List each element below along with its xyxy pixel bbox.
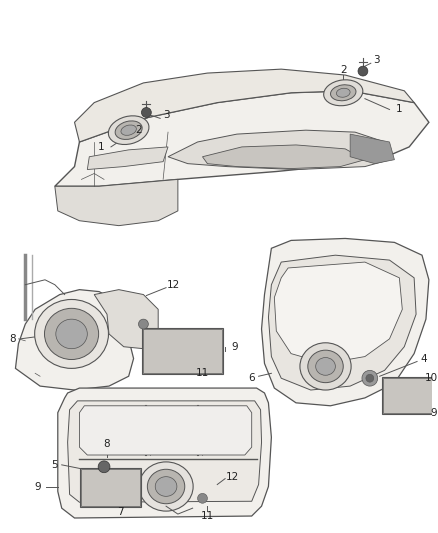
- Polygon shape: [168, 130, 389, 169]
- Circle shape: [358, 66, 368, 76]
- Polygon shape: [143, 329, 222, 373]
- Polygon shape: [202, 145, 365, 168]
- FancyBboxPatch shape: [81, 468, 141, 507]
- Polygon shape: [67, 401, 261, 502]
- Text: 12: 12: [166, 280, 180, 290]
- Text: 9: 9: [431, 408, 437, 418]
- Text: 10: 10: [425, 373, 438, 383]
- Ellipse shape: [139, 462, 193, 511]
- Circle shape: [141, 108, 151, 117]
- FancyBboxPatch shape: [381, 377, 438, 414]
- Text: 3: 3: [163, 110, 170, 120]
- Text: 7: 7: [117, 507, 124, 517]
- Text: 8: 8: [9, 334, 16, 344]
- Text: 9: 9: [232, 342, 238, 352]
- Ellipse shape: [331, 85, 356, 101]
- Ellipse shape: [155, 477, 177, 496]
- Circle shape: [98, 461, 110, 473]
- Text: 5: 5: [52, 460, 58, 470]
- Text: 2: 2: [135, 125, 142, 135]
- Polygon shape: [350, 134, 395, 164]
- Ellipse shape: [324, 80, 363, 106]
- Text: 2: 2: [340, 65, 346, 75]
- Text: 8: 8: [104, 439, 110, 449]
- Ellipse shape: [45, 308, 99, 360]
- Circle shape: [362, 370, 378, 386]
- Ellipse shape: [121, 125, 136, 135]
- Ellipse shape: [115, 121, 142, 140]
- Ellipse shape: [147, 469, 185, 504]
- Circle shape: [138, 319, 148, 329]
- Ellipse shape: [56, 319, 87, 349]
- FancyBboxPatch shape: [142, 328, 223, 374]
- Text: 4: 4: [420, 353, 427, 364]
- Circle shape: [198, 494, 208, 503]
- Ellipse shape: [108, 116, 149, 144]
- Text: 11: 11: [196, 368, 209, 378]
- Ellipse shape: [316, 358, 336, 375]
- Polygon shape: [58, 388, 272, 518]
- Polygon shape: [79, 406, 252, 455]
- Polygon shape: [55, 91, 429, 186]
- Ellipse shape: [300, 343, 351, 390]
- Circle shape: [366, 374, 374, 382]
- Polygon shape: [383, 378, 437, 413]
- Polygon shape: [81, 469, 141, 506]
- Polygon shape: [274, 262, 403, 364]
- Polygon shape: [94, 289, 158, 349]
- Text: 12: 12: [226, 472, 239, 482]
- Text: 1: 1: [98, 142, 104, 152]
- Polygon shape: [74, 69, 414, 142]
- Polygon shape: [268, 255, 416, 390]
- Text: 6: 6: [248, 373, 255, 383]
- Ellipse shape: [336, 88, 350, 97]
- Ellipse shape: [308, 350, 343, 383]
- Text: 9: 9: [35, 481, 42, 491]
- Ellipse shape: [35, 300, 109, 368]
- Polygon shape: [87, 147, 168, 169]
- Text: 3: 3: [374, 55, 380, 65]
- Polygon shape: [15, 289, 134, 390]
- Polygon shape: [261, 238, 429, 406]
- Text: 11: 11: [201, 511, 214, 521]
- Polygon shape: [55, 180, 178, 225]
- Text: 1: 1: [396, 104, 403, 115]
